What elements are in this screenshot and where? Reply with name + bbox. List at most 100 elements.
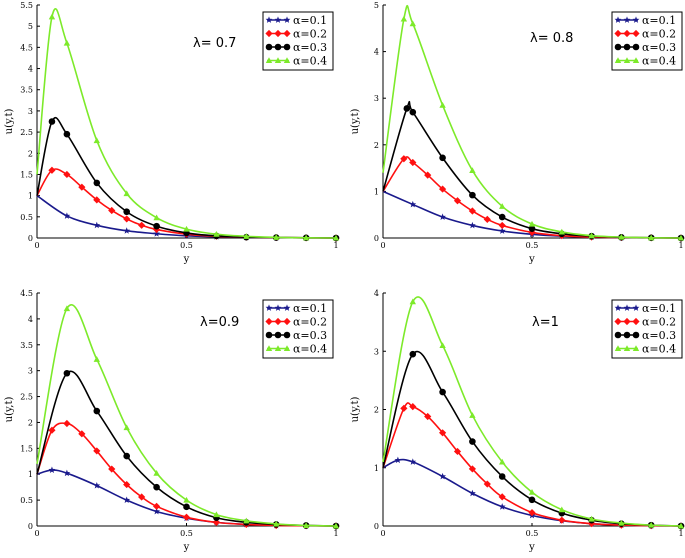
data-point [78,183,86,191]
series-line-4 [36,304,337,527]
data-point [108,206,116,215]
x-tick-label: 1 [678,529,683,538]
data-point [93,137,100,144]
x-axis-label: y [528,542,535,553]
data-point [528,220,536,227]
y-tick-label: 4 [28,65,33,74]
data-point [439,185,447,193]
chart-panel-1: 0 0.5 1 1.5 2 2.5 3 3.5 4 4.5 5 5.5 0 0.5 1 y u(y,t) λ= 0… [4,1,340,265]
x-tick-label: 0.5 [180,241,193,250]
data-point [182,513,191,521]
data-point [439,154,446,162]
legend-label: α=0.1 [293,14,327,27]
lambda-annotation: λ= 0.8 [530,31,573,46]
y-tick-label: 1.5 [20,170,33,179]
legend-marker [265,29,273,38]
data-point [400,15,408,22]
data-point [153,214,160,221]
legend-marker [283,331,291,339]
x-tick-label: 0 [34,241,39,250]
data-point [63,305,71,312]
legend-marker [283,29,291,38]
data-point [93,196,101,204]
data-point [123,227,131,234]
data-point [677,522,685,529]
data-point [138,493,146,501]
legend-marker [614,317,622,326]
y-tick-label: 5 [374,1,379,10]
y-tick-label: 0.5 [20,213,33,222]
x-tick-label: 0 [34,529,39,538]
data-point [409,200,417,208]
legend-marker [614,345,622,352]
data-point [48,466,56,473]
data-point [483,480,491,488]
series-line-2 [382,402,682,527]
y-tick-label: 1 [374,464,379,473]
y-tick-label: 0 [374,234,379,243]
data-point [618,233,625,240]
data-point [153,469,160,476]
data-point [409,298,416,305]
legend-marker [614,57,622,64]
legend-marker [623,43,631,51]
x-tick-label: 0 [380,529,385,538]
x-axis-label: y [183,542,190,553]
data-point [332,522,340,529]
chart-panel-2: 0 1 2 3 4 5 0 0.5 1 y u(y,t) λ= 0.8 α=0.1α=0.2α=0.3α… [350,1,685,265]
x-tick-label: 1 [678,241,683,250]
lambda-annotation: λ= 0.7 [193,36,236,51]
y-tick-label: 3.5 [20,86,33,95]
data-point [499,203,506,209]
data-point [468,489,476,497]
x-tick-label: 1 [333,529,338,538]
legend-marker [274,29,282,38]
data-point [528,496,536,504]
data-point [153,502,161,510]
chart-panel-4: 0 1 2 3 4 0 0.5 1 y u(y,t) λ=1 α=0.1α=0.2α=0.3α=0.4 [350,289,685,553]
x-tick-label: 0 [380,241,385,250]
data-point [123,208,130,216]
data-point [588,232,595,239]
data-point [183,496,190,503]
data-point [558,516,566,524]
legend-marker [632,16,640,23]
legend-marker [614,29,622,38]
data-point [153,222,160,230]
data-point [63,469,71,477]
data-point [498,221,506,230]
data-point [498,227,506,234]
legend-label: α=0.1 [642,14,676,27]
legend-marker [283,317,291,326]
data-point [48,118,56,125]
y-tick-label: 3 [28,107,33,116]
data-point [108,465,116,473]
data-point [528,509,536,517]
data-point [93,407,101,415]
legend-marker [623,29,631,38]
data-point [439,388,446,396]
data-point [123,452,130,460]
legend-marker [283,345,291,352]
data-point [468,221,476,229]
x-tick-label: 0.5 [180,529,193,538]
y-tick-label: 2 [28,149,33,158]
data-point [469,167,476,173]
legend-label: α=0.4 [293,55,327,68]
data-point [48,426,56,434]
x-tick-label: 0.5 [526,241,539,250]
lambda-annotation: λ=0.9 [200,315,239,330]
legend-marker [274,57,282,64]
legend-marker [283,16,291,23]
data-point [468,207,476,215]
legend-marker [274,16,282,23]
legend-marker [265,57,273,64]
data-point [93,221,101,229]
data-point [439,472,447,480]
data-point [439,213,447,220]
y-tick-label: 0 [28,234,33,243]
data-point [453,197,462,205]
y-tick-label: 0 [28,522,33,531]
legend-marker [265,304,273,311]
data-point [63,419,71,428]
